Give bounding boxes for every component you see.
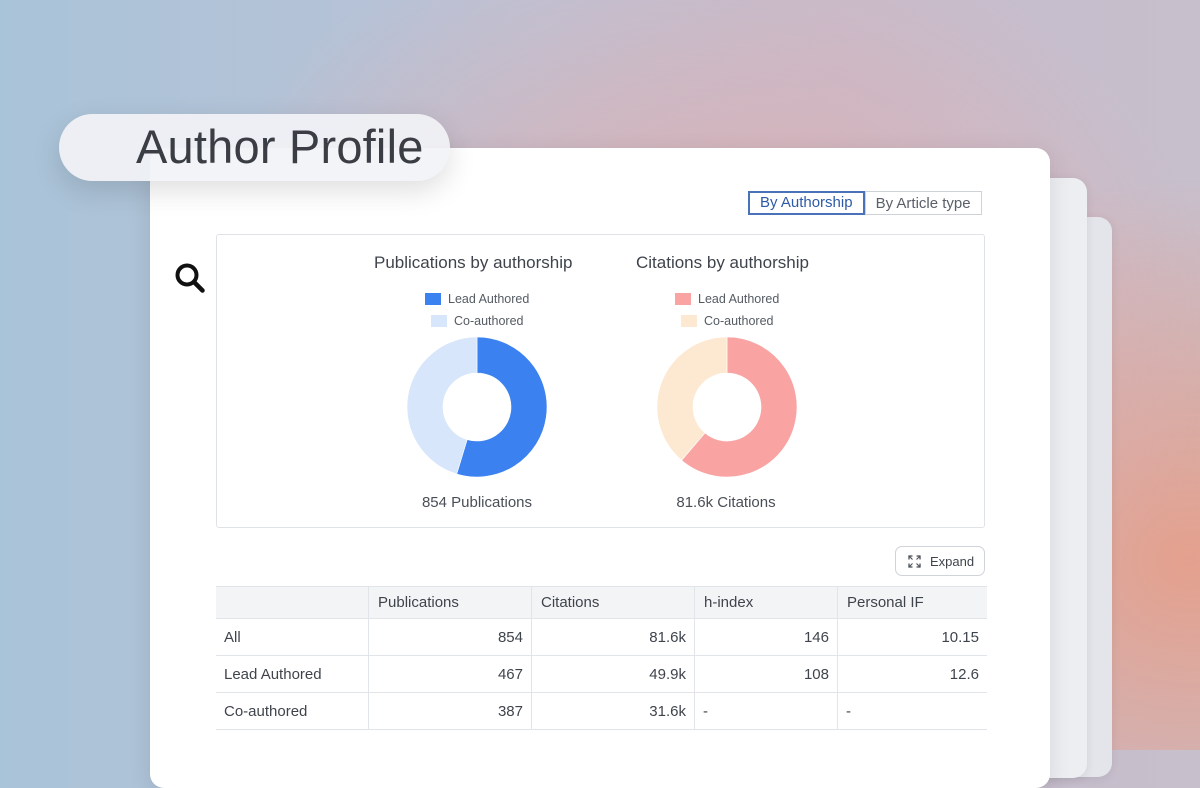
authorship-stats-table: Publications Citations h-index Personal … [216,586,987,730]
view-toggle: By Authorship By Article type [748,191,982,215]
row-label: Co-authored [216,692,369,730]
citations-cell: 49.9k [531,655,695,693]
legend-swatch-lead [675,293,691,305]
page-title: Author Profile [136,120,424,173]
donut-slice-lead-authored [681,336,798,478]
table-header-row: Publications Citations h-index Personal … [216,586,987,619]
legend-swatch-co [431,315,447,327]
citations-legend-co: Co-authored [681,314,774,328]
table-header-publications: Publications [368,586,532,619]
publications-donut-chart [406,336,548,478]
personal-if-cell: 10.15 [837,618,987,656]
by-authorship-button[interactable]: By Authorship [748,191,865,215]
table-row: Co-authored 387 31.6k - - [216,692,987,730]
table-row: Lead Authored 467 49.9k 108 12.6 [216,655,987,693]
personal-if-cell: 12.6 [837,655,987,693]
row-label: Lead Authored [216,655,369,693]
search-pill[interactable]: Author Profile [59,114,450,293]
h-index-cell: 108 [694,655,838,693]
h-index-cell: 146 [694,618,838,656]
personal-if-cell: - [837,692,987,730]
citations-cell: 31.6k [531,692,695,730]
publications-chart-title: Publications by authorship [374,253,573,272]
table-header-personal-if: Personal IF [837,586,987,619]
citations-donut-chart [656,336,798,478]
publications-legend-co: Co-authored [431,314,524,328]
expand-icon [908,554,921,568]
legend-label-lead: Lead Authored [448,292,530,306]
publications-legend-lead: Lead Authored [425,292,529,306]
by-article-type-button[interactable]: By Article type [864,191,982,215]
table-header-cell [216,586,369,619]
h-index-cell: - [694,692,838,730]
chart-panel: Publications by authorship Lead Authored… [216,234,985,528]
row-label: All [216,618,369,656]
expand-label: Expand [930,553,975,569]
citations-total: 81.6k Citations [676,494,776,511]
donut-slice-lead-authored [456,336,548,478]
donut-slice-co-authored [656,336,728,461]
table-header-h-index: h-index [694,586,838,619]
publications-cell: 854 [368,618,532,656]
donut-slice-co-authored [406,336,478,475]
citations-cell: 81.6k [531,618,695,656]
publications-cell: 467 [368,655,532,693]
legend-swatch-co [681,315,697,327]
publications-total: 854 Publications [421,494,533,511]
legend-label-co: Co-authored [704,314,774,328]
legend-swatch-lead [425,293,441,305]
legend-label-lead: Lead Authored [698,292,780,306]
table-row: All 854 81.6k 146 10.15 [216,618,987,656]
author-profile-card: By Authorship By Article type Publicatio… [150,148,1050,788]
citations-chart-title: Citations by authorship [636,253,809,272]
publications-cell: 387 [368,692,532,730]
expand-button[interactable]: Expand [895,546,985,576]
legend-label-co: Co-authored [454,314,524,328]
search-icon [87,132,205,293]
table-header-citations: Citations [531,586,695,619]
citations-legend-lead: Lead Authored [675,292,779,306]
